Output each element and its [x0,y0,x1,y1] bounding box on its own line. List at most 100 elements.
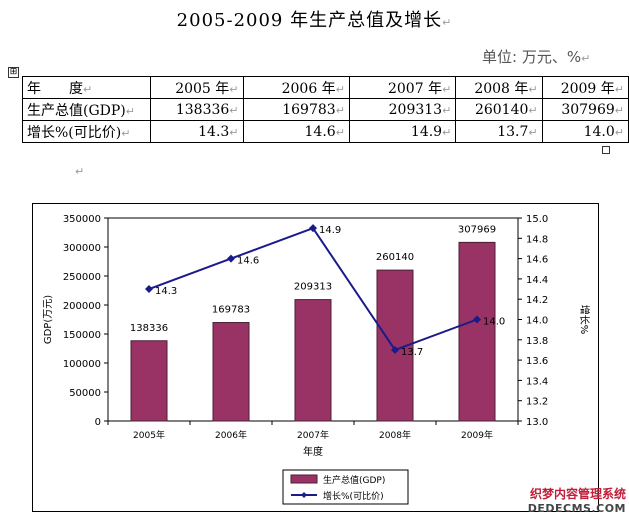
line-data-label: 14.6 [237,256,259,267]
cell-mark: ↵ [229,82,239,96]
line-marker [145,285,153,294]
cell-mark: ↵ [121,126,131,140]
bar-data-label: 260140 [376,252,414,263]
cell-text: 年 度 [27,80,83,97]
table-row-header: 增长%(可比价)↵ [21,120,152,143]
y-right-tick-label: 14.8 [526,234,548,245]
y-tick-label: 100000 [63,359,101,370]
paragraph-mark: ↵ [442,16,453,29]
table-row: 年 度↵ 2005 年↵ 2006 年↵ 2007 年↵ 2008 年↵ 2009 年↵ [21,76,629,99]
table-cell: 169783↵ [242,98,350,121]
y-tick-label: 250000 [63,272,101,283]
legend-bar-swatch [290,474,318,484]
y-tick-label: 300000 [63,243,101,254]
x-tick-label: 2007年 [297,429,329,441]
legend-label: 生产总值(GDP) [323,474,385,486]
y-axis-title: GDP(万元) [43,295,54,344]
bar-data-label: 169783 [212,305,250,316]
cell-mark: ↵ [614,125,624,139]
y-tick-label: 0 [95,417,101,428]
table-cell: 2008 年↵ [455,76,543,99]
y-tick-label: 200000 [63,301,101,312]
bar [212,322,250,422]
table-cell: 14.9↵ [348,120,457,143]
combo-chart: 0 50000 100000 150000 200000 250000 300000 3500… [43,214,591,505]
y-tick-label: 150000 [63,330,101,341]
line-marker [227,254,235,263]
legend-line-marker [301,492,307,498]
cell-mark: ↵ [335,125,345,139]
cell-text: 2005 年 [175,80,230,97]
line-data-label: 14.3 [155,286,177,297]
cell-mark: ↵ [229,125,239,139]
cell-text: 2007 年 [387,80,443,97]
table-cell: 2007 年↵ [348,76,457,99]
line-marker [309,224,317,233]
bar [294,299,332,422]
cell-mark: ↵ [442,125,452,139]
line-marker [391,345,399,354]
table-cell: 307969↵ [541,98,629,121]
cell-text: 260140 [474,101,529,118]
unit-label-text: 单位: 万元、% [482,48,582,66]
cell-text: 生产总值(GDP) [27,102,126,119]
bar [130,340,168,422]
x-tick-label: 2005年 [133,429,165,441]
cell-text: 209313 [388,101,443,118]
cell-text: 307969 [561,101,615,118]
table-cell: 260140↵ [455,98,543,121]
cell-text: 2006 年 [281,80,336,97]
paragraph-mark: ↵ [581,52,591,65]
cell-mark: ↵ [229,103,239,117]
cell-mark: ↵ [335,103,345,117]
bar-data-label: 307969 [458,224,496,235]
watermark-logo: 织梦内容管理系统 DEDECMS.COM [508,485,626,515]
line-data-label: 13.7 [401,347,423,358]
cell-text: 2008 年 [474,80,529,97]
table-row: 生产总值(GDP)↵ 138336↵ 169783↵ 209313↵ 260140↵ 30… [21,98,629,121]
x-axis-title: 年度 [303,445,323,458]
table-cell: 13.7↵ [455,120,543,143]
y-right-tick-label: 15.0 [526,214,548,225]
cell-mark: ↵ [335,82,345,96]
cell-text: 增长%(可比价) [27,124,122,141]
cell-text: 14.3 [198,123,230,140]
cell-text: 138336 [175,101,230,118]
y-right-tick-label: 13.4 [526,376,548,387]
cell-mark: ↵ [614,82,624,96]
cell-text: 14.0 [583,123,615,140]
cell-mark: ↵ [442,82,452,96]
watermark-line-1: 织梦内容管理系统 [529,487,626,501]
watermark-line-2: DEDECMS.COM [527,502,626,515]
y-right-tick-label: 14.6 [526,255,548,266]
table-row-header: 生产总值(GDP)↵ [21,98,152,121]
y-right-tick-label: 14.2 [526,295,548,306]
legend-label: 增长%(可比价) [323,490,384,502]
cell-mark: ↵ [528,125,538,139]
cell-mark: ↵ [442,103,452,117]
y-right-tick-label: 14.0 [526,316,548,327]
cell-text: 14.6 [304,123,336,140]
table-cell: 2006 年↵ [242,76,350,99]
y-right-tick-label: 13.2 [526,397,548,408]
y-right-tick-label: 13.0 [526,417,548,428]
cell-text: 169783 [282,101,336,118]
y-right-axis-title: 增长% [578,305,591,335]
cell-mark: ↵ [83,82,93,96]
bar-data-label: 209313 [294,282,332,293]
cell-text: 13.7 [497,123,529,140]
document-title: 2005-2009 年生产总值及增长↵ [0,6,629,32]
x-tick-label: 2009年 [461,429,493,441]
table-cell: 14.0↵ [541,120,629,143]
table-move-handle-icon[interactable]: ⊞ [8,67,19,78]
line-marker [473,315,481,324]
y-right-tick-label: 14.4 [526,275,548,286]
gdp-table: 年 度↵ 2005 年↵ 2006 年↵ 2007 年↵ 2008 年↵ 2009 年↵ 生… [21,76,629,143]
cell-mark: ↵ [614,103,624,117]
unit-label: 单位: 万元、%↵ [482,46,590,67]
table-cell: 14.6↵ [242,120,350,143]
table-resize-handle-icon[interactable] [602,146,610,154]
cell-text: 14.9 [410,123,443,140]
bar [458,241,496,422]
table-cell: 2005 年↵ [150,76,244,99]
